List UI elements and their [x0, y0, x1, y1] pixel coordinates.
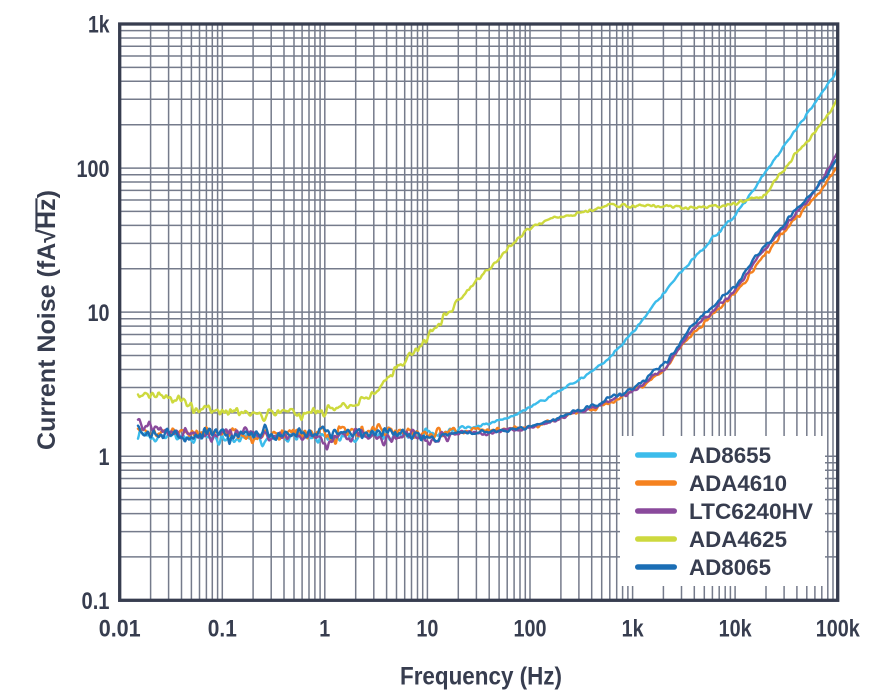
- svg-text:10k: 10k: [719, 616, 753, 643]
- svg-text:1: 1: [99, 444, 110, 471]
- svg-text:ADA4610: ADA4610: [689, 471, 787, 496]
- svg-text:100: 100: [514, 616, 547, 643]
- svg-text:LTC6240HV: LTC6240HV: [689, 499, 813, 524]
- svg-text:0.1: 0.1: [208, 616, 237, 643]
- svg-text:Current Noise (fA√Hz): Current Noise (fA√Hz): [33, 190, 61, 450]
- svg-text:1: 1: [319, 616, 330, 643]
- svg-text:1k: 1k: [88, 12, 110, 39]
- svg-text:10: 10: [416, 616, 438, 643]
- svg-text:AD8655: AD8655: [689, 443, 771, 468]
- svg-text:AD8065: AD8065: [689, 555, 771, 580]
- svg-text:0.1: 0.1: [82, 588, 110, 615]
- svg-text:Frequency (Hz): Frequency (Hz): [400, 663, 562, 691]
- svg-text:0.01: 0.01: [99, 616, 141, 643]
- svg-text:10: 10: [88, 300, 110, 327]
- svg-text:100: 100: [77, 156, 110, 183]
- svg-text:1k: 1k: [622, 616, 645, 643]
- svg-text:100k: 100k: [816, 616, 861, 643]
- svg-text:ADA4625: ADA4625: [689, 527, 787, 552]
